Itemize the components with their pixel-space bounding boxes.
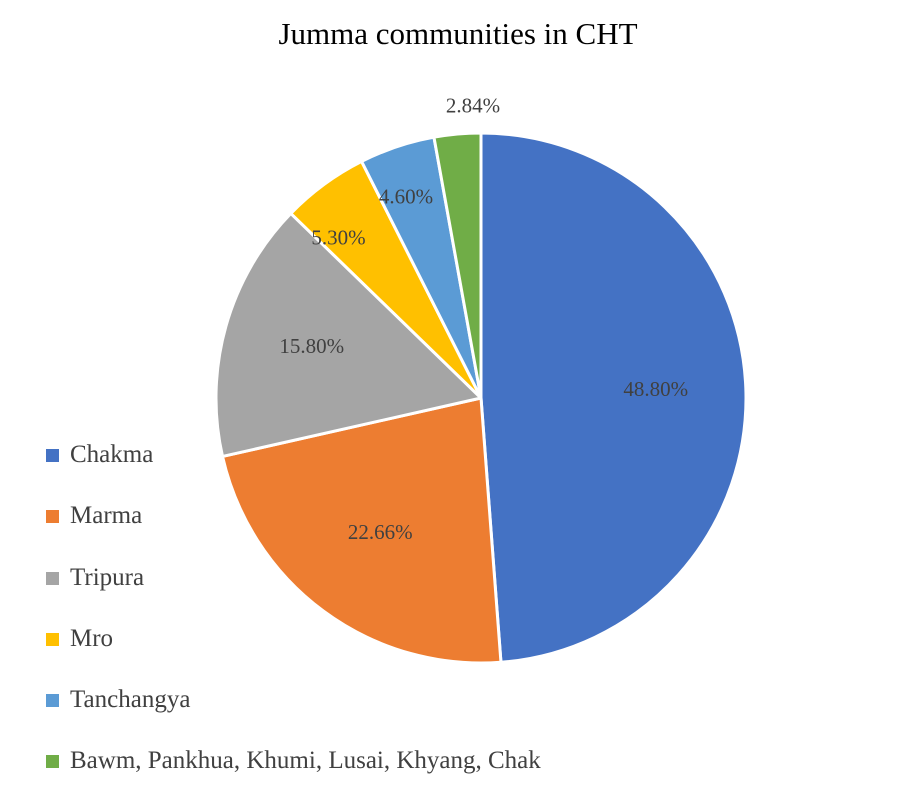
data-label-6: 2.84% [446,93,500,117]
legend-label: Tanchangya [70,686,191,714]
legend-label: Marma [70,502,143,530]
legend-swatch [46,694,59,708]
legend-swatch [46,449,59,462]
data-label-3: 15.80% [279,334,344,358]
data-label-5: 4.60% [379,185,433,209]
legend-swatch [46,632,59,646]
pie-slice-3 [214,211,483,458]
chart-title: Jumma communities in CHT [278,16,638,51]
legend-label: Chakma [70,441,154,468]
legend-swatch [46,755,59,769]
pie-slice-2 [221,396,503,665]
legend-label: Bawm, Pankhua, Khumi, Lusai, Khyang, Cha… [70,747,541,775]
data-label-1: 48.80% [623,377,688,401]
data-label-2: 22.66% [348,520,413,544]
pie-slice-1 [479,131,748,664]
legend-swatch [46,571,59,585]
legend-label: Mro [70,624,114,652]
data-label-4: 5.30% [311,225,365,249]
pie-slice-6 [432,131,483,400]
legend-label: Tripura [70,563,145,591]
legend-swatch [46,510,59,524]
